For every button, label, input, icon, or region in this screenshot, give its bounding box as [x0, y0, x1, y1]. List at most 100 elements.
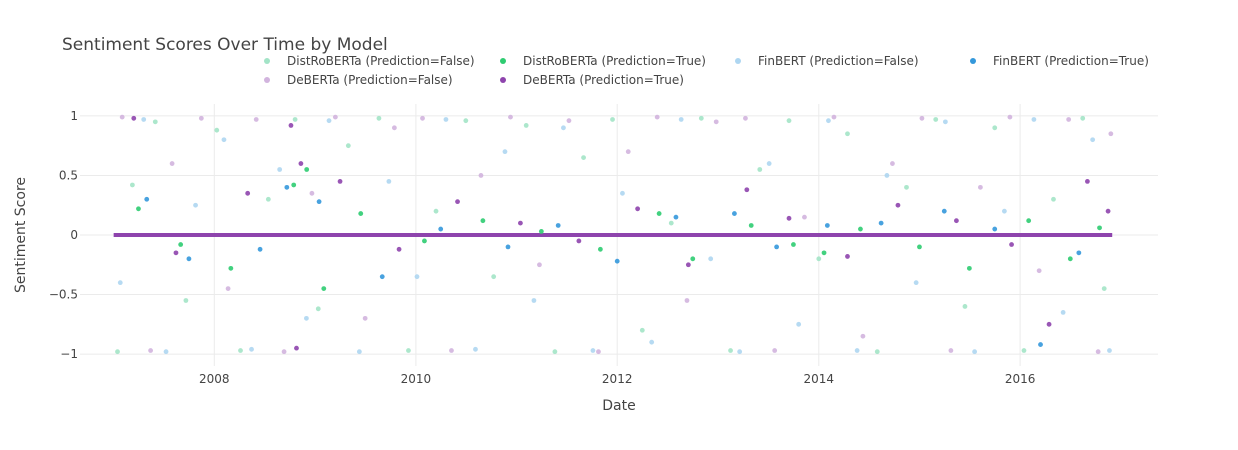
- data-point[interactable]: [1060, 310, 1066, 315]
- data-point[interactable]: [576, 238, 582, 244]
- data-point[interactable]: [878, 220, 884, 226]
- data-point[interactable]: [831, 114, 837, 120]
- data-point[interactable]: [796, 321, 802, 327]
- data-point[interactable]: [443, 117, 449, 122]
- data-point[interactable]: [508, 114, 513, 120]
- data-point[interactable]: [913, 280, 919, 286]
- data-point[interactable]: [826, 118, 831, 124]
- data-point[interactable]: [942, 119, 948, 125]
- data-point[interactable]: [860, 333, 866, 339]
- data-point[interactable]: [732, 211, 737, 216]
- data-point[interactable]: [597, 246, 603, 252]
- legend[interactable]: DistRoBERTa (Prediction=False) DeBERTa (P…: [264, 54, 1149, 87]
- data-point[interactable]: [786, 215, 792, 221]
- data-point[interactable]: [422, 238, 427, 244]
- data-point[interactable]: [480, 218, 486, 224]
- data-point[interactable]: [895, 202, 901, 208]
- data-point[interactable]: [518, 220, 523, 226]
- data-point[interactable]: [281, 349, 287, 355]
- data-point[interactable]: [757, 167, 763, 172]
- data-point[interactable]: [238, 348, 243, 353]
- data-point[interactable]: [728, 348, 733, 353]
- data-point[interactable]: [1097, 225, 1102, 231]
- data-point[interactable]: [345, 143, 351, 149]
- data-point[interactable]: [1001, 208, 1007, 214]
- legend-item[interactable]: DeBERTa (Prediction=False): [264, 73, 453, 87]
- data-point[interactable]: [115, 349, 120, 355]
- data-point[interactable]: [786, 118, 792, 124]
- data-point[interactable]: [620, 190, 625, 196]
- data-point[interactable]: [858, 226, 863, 232]
- data-point[interactable]: [420, 115, 425, 121]
- data-point[interactable]: [316, 199, 322, 205]
- legend-item[interactable]: FinBERT (Prediction=False): [735, 54, 919, 68]
- data-point[interactable]: [978, 184, 983, 190]
- data-point[interactable]: [292, 117, 298, 122]
- data-point[interactable]: [1107, 348, 1112, 353]
- data-point[interactable]: [596, 349, 601, 355]
- data-point[interactable]: [491, 274, 497, 280]
- data-point[interactable]: [455, 199, 460, 205]
- data-point[interactable]: [654, 114, 660, 120]
- data-point[interactable]: [791, 242, 796, 247]
- data-point[interactable]: [386, 179, 392, 184]
- data-point[interactable]: [438, 226, 444, 232]
- data-point[interactable]: [610, 117, 615, 122]
- data-point[interactable]: [1038, 342, 1043, 347]
- data-point[interactable]: [690, 256, 696, 262]
- data-point[interactable]: [502, 149, 508, 155]
- data-point[interactable]: [193, 202, 198, 208]
- data-point[interactable]: [845, 254, 850, 259]
- data-point[interactable]: [537, 262, 542, 268]
- data-point[interactable]: [919, 115, 925, 121]
- data-point[interactable]: [173, 250, 179, 256]
- data-point[interactable]: [449, 348, 454, 353]
- data-point[interactable]: [649, 339, 655, 345]
- data-point[interactable]: [590, 348, 596, 353]
- data-point[interactable]: [376, 115, 382, 121]
- data-point[interactable]: [816, 256, 822, 262]
- data-point[interactable]: [288, 123, 294, 128]
- data-point[interactable]: [1101, 286, 1107, 291]
- data-point[interactable]: [183, 298, 189, 303]
- data-point[interactable]: [698, 115, 704, 121]
- data-point[interactable]: [743, 115, 748, 121]
- data-point[interactable]: [890, 161, 895, 166]
- data-point[interactable]: [1007, 114, 1013, 120]
- data-point[interactable]: [523, 123, 529, 128]
- legend-item[interactable]: DistRoBERTa (Prediction=True): [500, 54, 706, 68]
- data-point[interactable]: [245, 190, 251, 196]
- data-point[interactable]: [972, 349, 978, 355]
- data-point[interactable]: [294, 345, 299, 351]
- data-point[interactable]: [966, 265, 972, 271]
- data-point[interactable]: [144, 196, 150, 202]
- data-point[interactable]: [708, 256, 714, 262]
- data-point[interactable]: [941, 208, 947, 214]
- data-point[interactable]: [1066, 117, 1072, 122]
- data-point[interactable]: [917, 244, 922, 250]
- legend-item[interactable]: DeBERTa (Prediction=True): [500, 73, 684, 87]
- data-point[interactable]: [531, 298, 537, 303]
- data-point[interactable]: [141, 117, 147, 122]
- data-point[interactable]: [249, 346, 254, 352]
- data-point[interactable]: [1090, 137, 1096, 143]
- data-point[interactable]: [433, 208, 439, 214]
- data-point[interactable]: [684, 298, 690, 303]
- data-point[interactable]: [169, 161, 175, 166]
- data-point[interactable]: [406, 348, 411, 353]
- data-point[interactable]: [178, 242, 184, 247]
- data-point[interactable]: [552, 349, 558, 355]
- data-point[interactable]: [884, 173, 890, 178]
- data-point[interactable]: [186, 256, 192, 262]
- data-point[interactable]: [614, 258, 620, 264]
- data-point[interactable]: [538, 229, 544, 234]
- data-point[interactable]: [358, 211, 364, 216]
- data-point[interactable]: [748, 223, 754, 228]
- data-point[interactable]: [992, 125, 998, 131]
- data-point[interactable]: [396, 246, 402, 252]
- data-point[interactable]: [473, 346, 478, 352]
- data-point[interactable]: [298, 161, 304, 166]
- data-point[interactable]: [845, 131, 850, 137]
- data-point[interactable]: [555, 223, 561, 228]
- data-point[interactable]: [821, 250, 827, 256]
